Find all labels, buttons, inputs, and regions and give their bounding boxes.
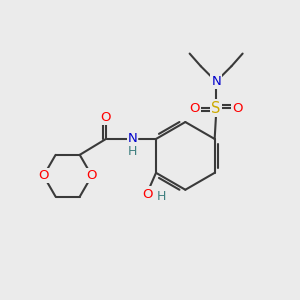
Text: O: O [101,111,111,124]
Text: O: O [38,169,49,182]
Text: O: O [190,101,200,115]
Text: O: O [232,101,243,115]
Text: N: N [211,75,221,88]
Text: H: H [157,190,166,203]
Text: N: N [128,133,137,146]
Text: H: H [128,145,137,158]
Text: O: O [142,188,152,200]
Text: O: O [87,169,97,182]
Text: S: S [212,100,221,116]
